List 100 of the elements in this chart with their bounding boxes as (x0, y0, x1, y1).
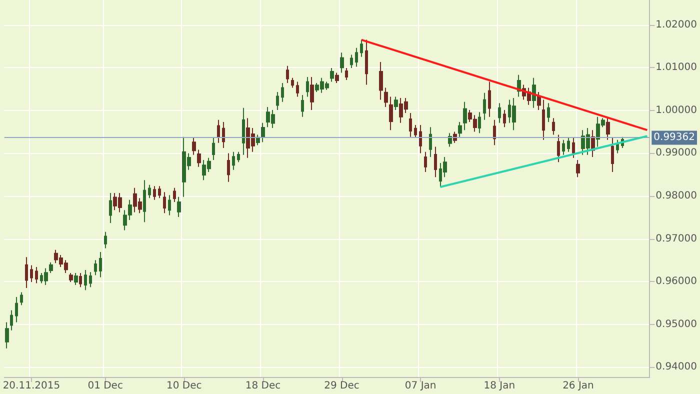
candlestick (296, 81, 299, 98)
candlestick (429, 126, 432, 158)
candlestick (192, 137, 196, 156)
candlestick (30, 264, 33, 282)
candlestick (310, 76, 314, 110)
candlestick (109, 192, 112, 224)
candlestick (301, 94, 304, 118)
candlestick (5, 322, 9, 349)
x-tick-label: 18 Jan (484, 380, 516, 392)
candlestick (20, 292, 23, 306)
y-tick-label: 0.99000 (656, 148, 698, 159)
candlestick (379, 62, 383, 100)
y-tick-label: 0.95000 (656, 318, 698, 330)
candlestick (330, 68, 334, 82)
candlestick (222, 121, 225, 149)
x-tick-label: 26 Jan (562, 380, 594, 392)
candlestick (483, 92, 486, 120)
candlestick (572, 137, 575, 158)
candlestick (365, 39, 368, 86)
candlestick (498, 102, 501, 124)
candlestick (458, 121, 462, 138)
candlestick (424, 151, 427, 173)
y-tick-label: 0.98000 (656, 190, 698, 202)
candlestick (355, 47, 358, 68)
y-tick-label: 0.97000 (656, 233, 698, 244)
candlestick (567, 137, 570, 152)
candlestick (616, 139, 619, 154)
y-tick-label: 1.00000 (656, 104, 698, 116)
candlestick (557, 134, 560, 163)
candlestick (217, 119, 220, 144)
candlestick (493, 119, 496, 146)
x-tick-label: 07 Jan (404, 380, 436, 392)
candlestick (611, 137, 614, 173)
candlestick (173, 187, 176, 202)
candlestick (488, 81, 491, 118)
candlestick (537, 92, 541, 110)
candlestick (49, 262, 53, 274)
candlestick (69, 272, 73, 282)
candlestick (335, 72, 339, 84)
candlestick (232, 151, 235, 170)
x-tick-label: 01 Dec (88, 380, 123, 392)
x-tick-label: 29 Dec (324, 380, 360, 392)
candlestick (360, 39, 363, 58)
candlestick (237, 151, 240, 163)
y-tick-label: 0.96000 (656, 276, 698, 288)
y-tick-label: 1.02000 (656, 19, 698, 30)
candlestick (197, 149, 201, 168)
candlestick (512, 97, 516, 131)
candlestick (503, 109, 506, 128)
candlestick (384, 87, 388, 108)
candlestick (434, 146, 437, 178)
y-tick-label: 1.01000 (656, 62, 698, 74)
candlestick (94, 260, 97, 276)
candlestick (242, 107, 245, 156)
candlestick (74, 272, 78, 286)
candlestick (291, 77, 294, 88)
candlestick (340, 52, 344, 74)
candlestick (576, 160, 580, 178)
candlestick (463, 101, 467, 131)
ref-line-label: 0.99362 (654, 132, 696, 144)
candlestick (281, 82, 284, 102)
candlestick (148, 184, 151, 199)
candlestick (35, 266, 38, 284)
y-tick-label: 0.94000 (656, 362, 698, 373)
candlestick (227, 152, 230, 182)
candlestick (276, 92, 279, 110)
candlestick (79, 272, 82, 288)
candlestick (606, 116, 610, 140)
candlestick (478, 112, 481, 134)
candlestick (212, 137, 215, 161)
candlestick (414, 124, 417, 138)
candlestick (350, 54, 353, 69)
candlestick (562, 139, 565, 156)
candlestick (409, 112, 412, 138)
candlestick (84, 270, 87, 291)
candlestick (256, 134, 260, 146)
candlestick (345, 68, 348, 81)
candlestick (306, 76, 309, 98)
candlestick (10, 310, 13, 331)
candlestick (394, 96, 398, 110)
candlestick (168, 194, 171, 216)
x-tick-label: 18 Dec (245, 380, 281, 392)
x-tick-label: 10 Dec (166, 380, 202, 392)
candlestick (419, 124, 422, 154)
candlestick (104, 231, 107, 249)
candlestick (552, 118, 555, 136)
candlestick (542, 99, 545, 140)
candlestick (153, 186, 156, 200)
candlestick (25, 256, 28, 288)
candlestick (163, 192, 166, 214)
candlestick (261, 122, 265, 143)
candlestick (158, 186, 161, 199)
candlestick (286, 65, 289, 84)
candlestick (547, 102, 550, 122)
candlestick (89, 272, 92, 288)
candlestick (389, 96, 393, 131)
candlestick (44, 268, 48, 286)
candlestick (143, 180, 146, 223)
x-tick-label: 20.11.2015 (2, 380, 60, 392)
candlestick (177, 196, 181, 218)
